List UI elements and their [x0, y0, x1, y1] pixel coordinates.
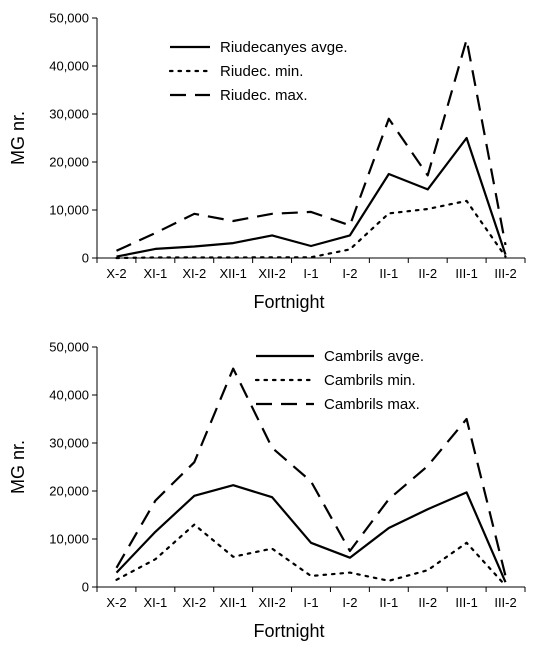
x-tick-label: II-2 — [418, 266, 437, 281]
chart-cambrils: 0 10,000 20,000 30,000 40,000 50,000 X-2 XI-1 XI… — [8, 340, 526, 641]
y-tick-label: 10,000 — [49, 532, 89, 547]
series-line-dotted — [115, 199, 507, 260]
legend-label: Cambrils max. — [324, 396, 420, 413]
y-tick-label: 40,000 — [49, 59, 89, 74]
x-tick-label: XII-2 — [258, 266, 285, 281]
y-tick-label: 30,000 — [49, 436, 89, 451]
legend-label: Cambrils avge. — [324, 348, 424, 365]
y-tick-label: 20,000 — [49, 155, 89, 170]
legend-label: Cambrils min. — [324, 372, 416, 389]
chart-riudecanyes: 0 10,000 20,000 30,000 40,000 50,000 X-2 XI-1 XI… — [8, 11, 526, 312]
series-line-dashed — [115, 367, 507, 577]
y-tick-label: 10,000 — [49, 203, 89, 218]
x-axis-title: Fortnight — [253, 621, 324, 641]
x-tick-label: II-1 — [379, 266, 398, 281]
x-tick-label: XII-1 — [219, 266, 246, 281]
x-tick-label: I-1 — [303, 595, 318, 610]
legend-label: Riudec. max. — [220, 87, 308, 104]
y-tick-label: 20,000 — [49, 484, 89, 499]
series-line-solid — [116, 136, 507, 258]
x-tick-label: III-1 — [455, 266, 477, 281]
x-axis-title: Fortnight — [253, 292, 324, 312]
legend-label: Riudecanyes avge. — [220, 39, 348, 56]
x-tick-label: XII-2 — [258, 595, 285, 610]
series-line-solid — [115, 484, 507, 583]
y-tick-label: 30,000 — [49, 107, 89, 122]
x-tick-label: XI-2 — [182, 266, 206, 281]
y-axis-title: MG nr. — [8, 111, 28, 165]
x-tick-label: XI-1 — [143, 266, 167, 281]
y-axis-title: MG nr. — [8, 440, 28, 494]
x-tick-label: I-1 — [303, 266, 318, 281]
x-tick-label: III-2 — [494, 266, 516, 281]
series-line-dashed — [116, 38, 507, 252]
y-tick-label: 0 — [82, 580, 89, 595]
x-tick-label: X-2 — [106, 266, 126, 281]
x-tick-label: III-2 — [494, 595, 516, 610]
x-tick-label: XI-2 — [182, 595, 206, 610]
y-tick-label: 40,000 — [49, 388, 89, 403]
y-tick-label: 50,000 — [49, 340, 89, 355]
legend-label: Riudec. min. — [220, 63, 303, 80]
x-tick-label: I-2 — [342, 266, 357, 281]
x-tick-label: I-2 — [342, 595, 357, 610]
x-tick-label: II-1 — [379, 595, 398, 610]
y-tick-label: 0 — [82, 251, 89, 266]
series-line-dotted — [115, 523, 507, 587]
x-tick-label: XII-1 — [219, 595, 246, 610]
x-tick-label: III-1 — [455, 595, 477, 610]
x-tick-label: XI-1 — [143, 595, 167, 610]
x-tick-label: X-2 — [106, 595, 126, 610]
y-tick-label: 50,000 — [49, 11, 89, 26]
x-tick-label: II-2 — [418, 595, 437, 610]
